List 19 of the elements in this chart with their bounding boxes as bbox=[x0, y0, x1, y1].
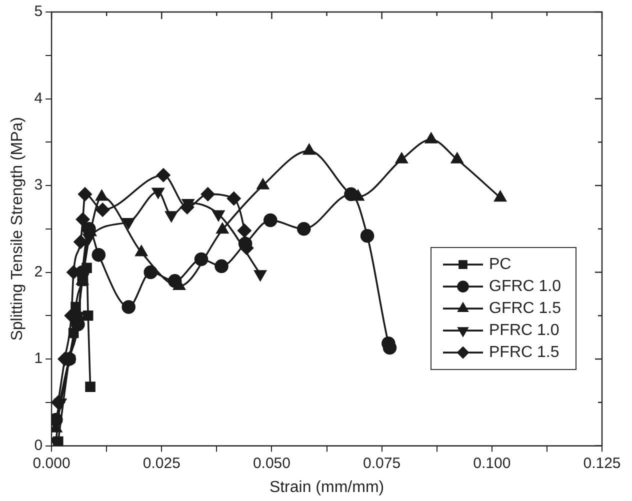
x-tick-label: 0.050 bbox=[252, 454, 290, 472]
x-tick-label: 0.075 bbox=[363, 454, 401, 472]
x-tick-label: 0.100 bbox=[473, 454, 511, 472]
y-tick-label: 3 bbox=[34, 176, 43, 194]
x-tick-label: 0.125 bbox=[583, 454, 621, 472]
x-tick-label: 0.000 bbox=[32, 454, 70, 472]
y-tick-label: 1 bbox=[34, 350, 43, 368]
y-tick-label: 4 bbox=[34, 90, 43, 107]
legend-label: GFRC 1.5 bbox=[489, 300, 562, 317]
legend-label: PC bbox=[489, 256, 512, 273]
legend-label: GFRC 1.0 bbox=[489, 278, 562, 295]
legend-label: PFRC 1.5 bbox=[489, 344, 560, 361]
y-tick-label: 0 bbox=[34, 436, 43, 454]
x-axis-title: Strain (mm/mm) bbox=[269, 478, 384, 496]
x-tick-label: 0.025 bbox=[142, 454, 180, 472]
y-tick-label: 5 bbox=[34, 3, 43, 20]
y-axis-title: Splitting Tensile Strength (MPa) bbox=[9, 116, 26, 341]
y-tick-label: 2 bbox=[34, 263, 43, 280]
legend-label: PFRC 1.0 bbox=[489, 322, 560, 339]
